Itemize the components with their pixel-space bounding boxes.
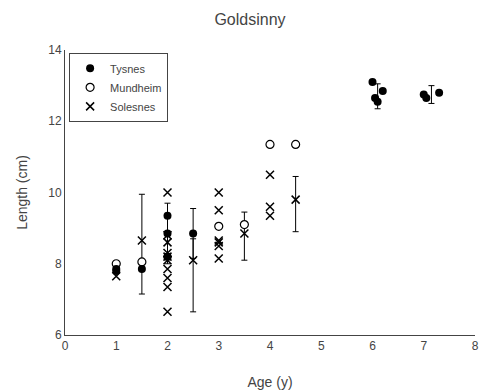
svg-text:7: 7 <box>420 339 427 353</box>
svg-text:2: 2 <box>164 339 171 353</box>
svg-text:5: 5 <box>318 339 325 353</box>
svg-text:10: 10 <box>48 186 62 200</box>
svg-text:3: 3 <box>215 339 222 353</box>
svg-text:8: 8 <box>55 257 62 271</box>
svg-text:Length (cm): Length (cm) <box>14 155 30 230</box>
svg-text:0: 0 <box>62 339 69 353</box>
svg-text:14: 14 <box>48 43 62 57</box>
svg-text:Solesnes: Solesnes <box>110 101 156 113</box>
svg-text:8: 8 <box>472 339 479 353</box>
svg-text:Age (y): Age (y) <box>247 374 292 390</box>
svg-text:6: 6 <box>55 328 62 342</box>
svg-text:1: 1 <box>113 339 120 353</box>
svg-text:12: 12 <box>48 114 62 128</box>
svg-text:Goldsinny: Goldsinny <box>214 11 285 28</box>
svg-text:Mundheim: Mundheim <box>110 82 161 94</box>
svg-text:Tysnes: Tysnes <box>110 63 145 75</box>
svg-text:6: 6 <box>369 339 376 353</box>
svg-text:4: 4 <box>267 339 274 353</box>
